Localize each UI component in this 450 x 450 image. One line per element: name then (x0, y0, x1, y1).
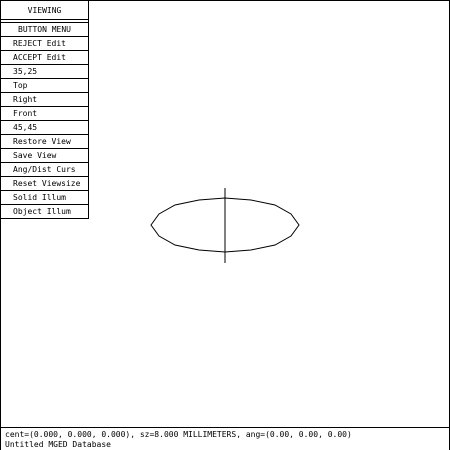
reject-edit-item[interactable]: REJECT Edit (1, 37, 88, 51)
status-bar: cent=(0.000, 0.000, 0.000), sz=8.000 MIL… (1, 427, 449, 450)
ang-dist-curs-item[interactable]: Ang/Dist Curs (1, 163, 88, 177)
menu-title: VIEWING (1, 1, 88, 20)
view-right-item[interactable]: Right (1, 93, 88, 107)
button-menu-item[interactable]: BUTTON MENU (1, 23, 88, 37)
view-35-25-item[interactable]: 35,25 (1, 65, 88, 79)
geometry-canvas[interactable] (1, 1, 449, 427)
menu-title-divider (1, 20, 88, 23)
solid-illum-item[interactable]: Solid Illum (1, 191, 88, 205)
wireframe-ellipse (150, 197, 300, 253)
accept-edit-item[interactable]: ACCEPT Edit (1, 51, 88, 65)
view-front-item[interactable]: Front (1, 107, 88, 121)
database-name-text: Untitled MGED Database (5, 440, 111, 449)
restore-view-item[interactable]: Restore View (1, 135, 88, 149)
viewing-menu: VIEWING BUTTON MENU REJECT Edit ACCEPT E… (1, 1, 89, 219)
save-view-item[interactable]: Save View (1, 149, 88, 163)
reset-viewsize-item[interactable]: Reset Viewsize (1, 177, 88, 191)
view-45-45-item[interactable]: 45,45 (1, 121, 88, 135)
view-parameters-text: cent=(0.000, 0.000, 0.000), sz=8.000 MIL… (5, 430, 352, 439)
view-top-item[interactable]: Top (1, 79, 88, 93)
object-illum-item[interactable]: Object Illum (13, 207, 71, 216)
